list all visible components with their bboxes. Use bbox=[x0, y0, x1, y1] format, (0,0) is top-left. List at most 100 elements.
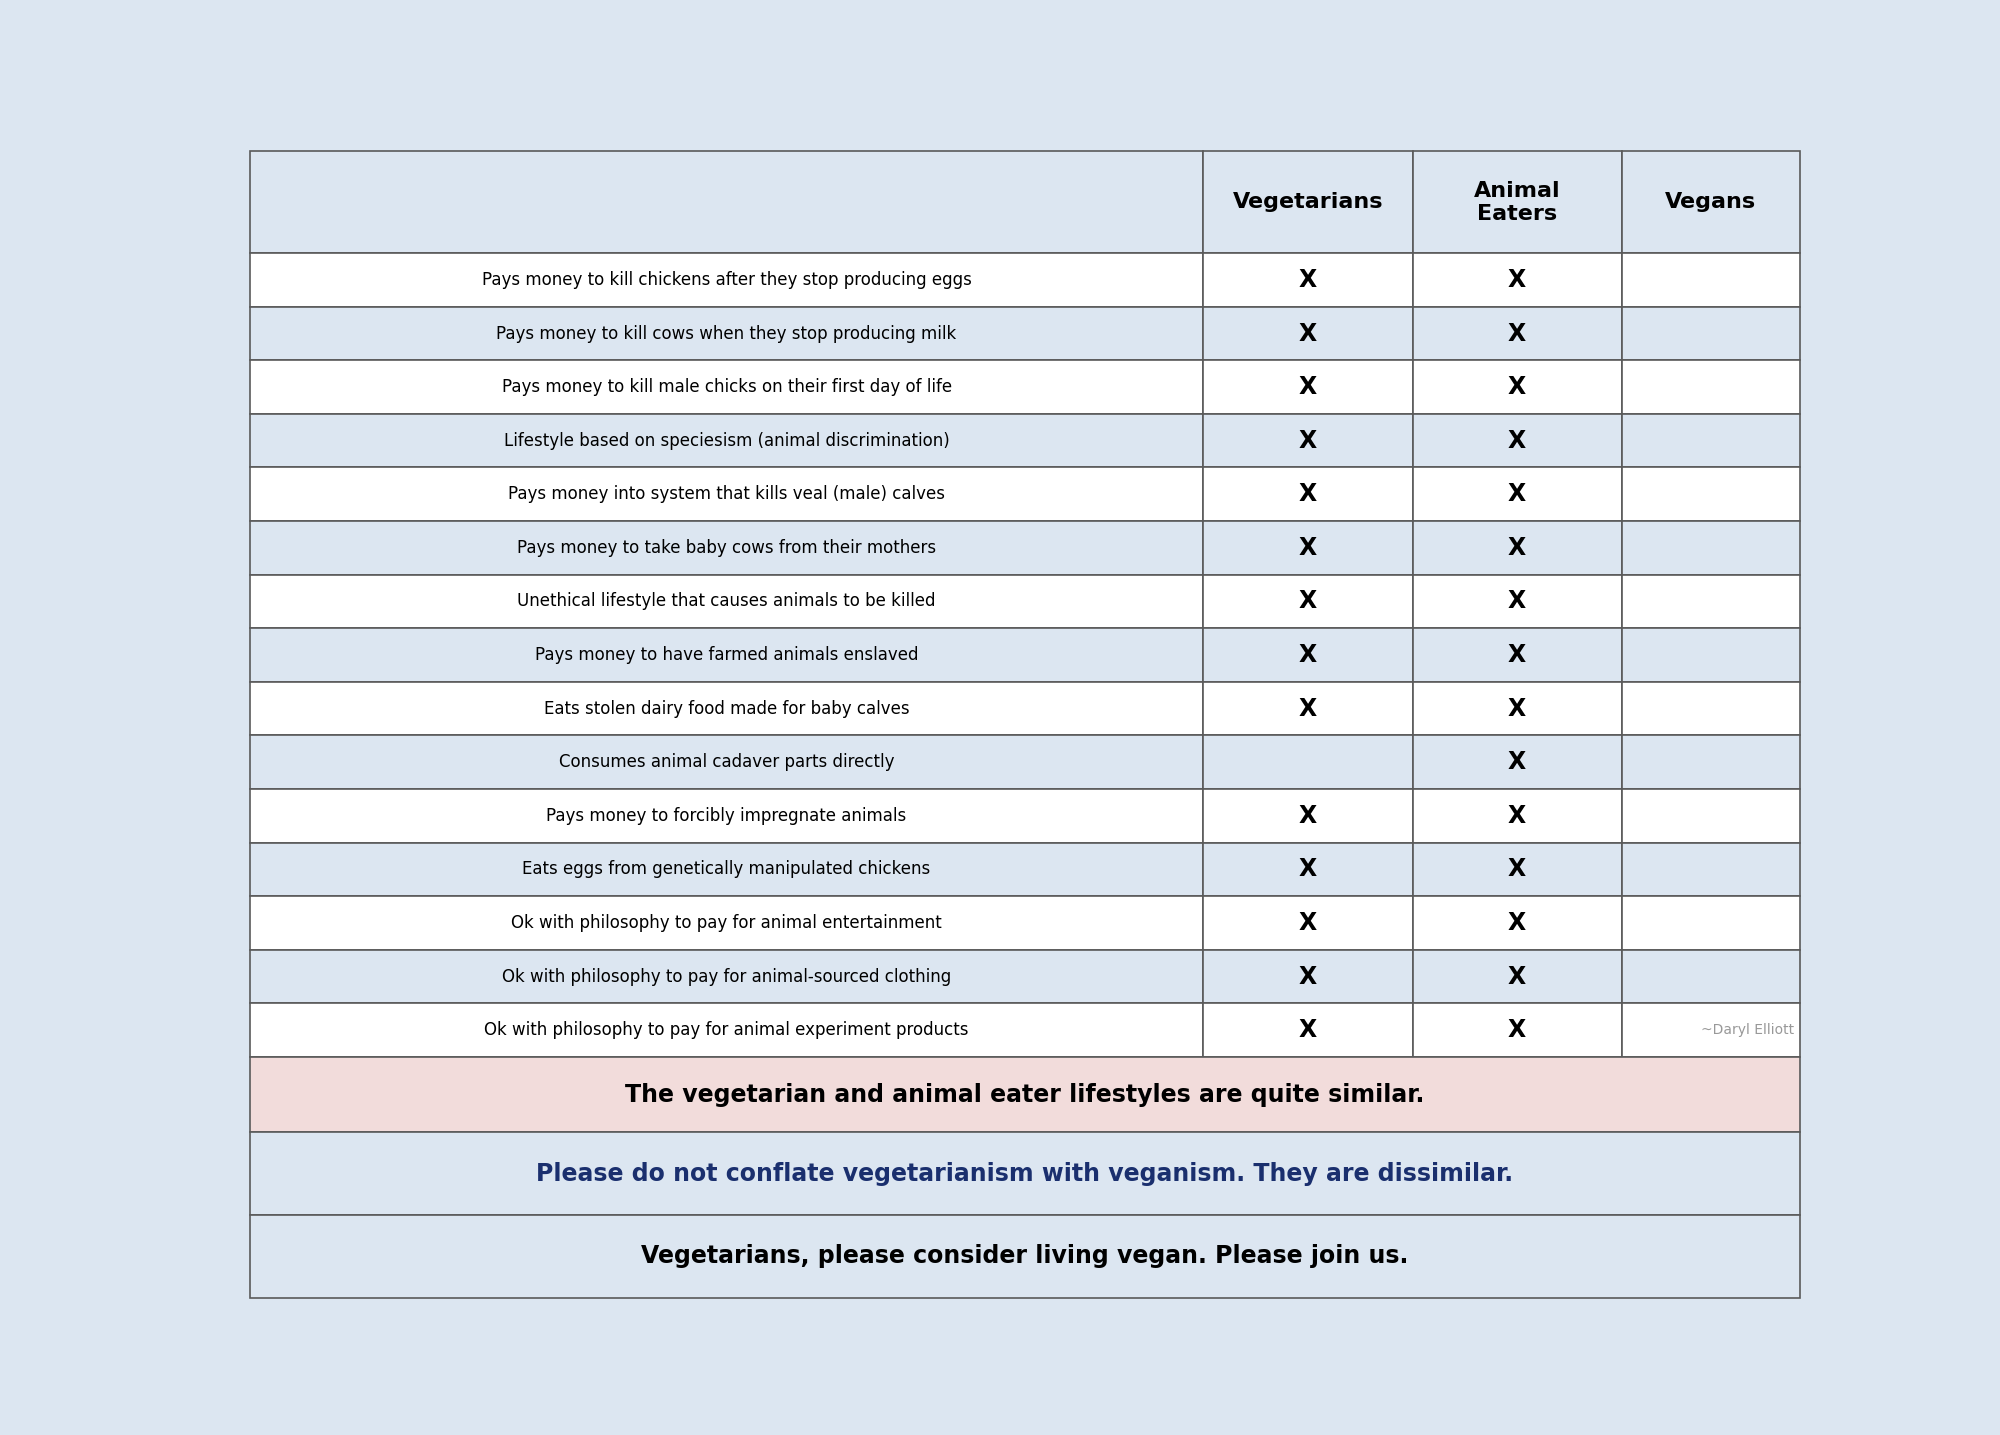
Text: Pays money to kill male chicks on their first day of life: Pays money to kill male chicks on their … bbox=[502, 377, 952, 396]
Text: Eats stolen dairy food made for baby calves: Eats stolen dairy food made for baby cal… bbox=[544, 700, 910, 718]
FancyBboxPatch shape bbox=[1204, 897, 1412, 950]
FancyBboxPatch shape bbox=[1412, 574, 1622, 629]
FancyBboxPatch shape bbox=[1412, 629, 1622, 682]
FancyBboxPatch shape bbox=[1412, 950, 1622, 1003]
FancyBboxPatch shape bbox=[1412, 682, 1622, 736]
Text: X: X bbox=[1298, 482, 1316, 507]
FancyBboxPatch shape bbox=[1412, 253, 1622, 307]
FancyBboxPatch shape bbox=[1622, 736, 1800, 789]
FancyBboxPatch shape bbox=[1412, 521, 1622, 574]
FancyBboxPatch shape bbox=[250, 152, 1204, 253]
FancyBboxPatch shape bbox=[1622, 629, 1800, 682]
Text: Pays money to have farmed animals enslaved: Pays money to have farmed animals enslav… bbox=[534, 646, 918, 664]
Text: X: X bbox=[1298, 268, 1316, 291]
Text: X: X bbox=[1508, 696, 1526, 720]
FancyBboxPatch shape bbox=[1204, 413, 1412, 468]
FancyBboxPatch shape bbox=[1622, 253, 1800, 307]
Text: Lifestyle based on speciesism (animal discrimination): Lifestyle based on speciesism (animal di… bbox=[504, 432, 950, 449]
Text: Unethical lifestyle that causes animals to be killed: Unethical lifestyle that causes animals … bbox=[518, 593, 936, 610]
FancyBboxPatch shape bbox=[1622, 682, 1800, 736]
Text: Vegetarians: Vegetarians bbox=[1232, 192, 1384, 212]
Text: X: X bbox=[1298, 321, 1316, 346]
FancyBboxPatch shape bbox=[250, 307, 1204, 360]
FancyBboxPatch shape bbox=[1412, 413, 1622, 468]
Text: Ok with philosophy to pay for animal entertainment: Ok with philosophy to pay for animal ent… bbox=[512, 914, 942, 931]
Text: X: X bbox=[1508, 643, 1526, 667]
Text: X: X bbox=[1298, 429, 1316, 452]
FancyBboxPatch shape bbox=[1622, 842, 1800, 897]
FancyBboxPatch shape bbox=[1622, 789, 1800, 842]
Text: X: X bbox=[1298, 858, 1316, 881]
FancyBboxPatch shape bbox=[1412, 897, 1622, 950]
FancyBboxPatch shape bbox=[1622, 152, 1800, 253]
FancyBboxPatch shape bbox=[1622, 574, 1800, 629]
Text: X: X bbox=[1508, 321, 1526, 346]
FancyBboxPatch shape bbox=[250, 1003, 1204, 1058]
Text: X: X bbox=[1508, 1019, 1526, 1042]
FancyBboxPatch shape bbox=[250, 360, 1204, 413]
Text: X: X bbox=[1298, 375, 1316, 399]
FancyBboxPatch shape bbox=[1204, 574, 1412, 629]
FancyBboxPatch shape bbox=[1204, 360, 1412, 413]
FancyBboxPatch shape bbox=[250, 253, 1204, 307]
FancyBboxPatch shape bbox=[1204, 521, 1412, 574]
FancyBboxPatch shape bbox=[1622, 1003, 1800, 1058]
Text: Pays money to kill cows when they stop producing milk: Pays money to kill cows when they stop p… bbox=[496, 324, 956, 343]
FancyBboxPatch shape bbox=[1412, 468, 1622, 521]
FancyBboxPatch shape bbox=[250, 1058, 1800, 1132]
FancyBboxPatch shape bbox=[1412, 152, 1622, 253]
FancyBboxPatch shape bbox=[250, 897, 1204, 950]
Text: Eats eggs from genetically manipulated chickens: Eats eggs from genetically manipulated c… bbox=[522, 861, 930, 878]
FancyBboxPatch shape bbox=[1204, 682, 1412, 736]
Text: Ok with philosophy to pay for animal experiment products: Ok with philosophy to pay for animal exp… bbox=[484, 1022, 968, 1039]
Text: Ok with philosophy to pay for animal-sourced clothing: Ok with philosophy to pay for animal-sou… bbox=[502, 967, 952, 986]
Text: X: X bbox=[1508, 911, 1526, 936]
FancyBboxPatch shape bbox=[1204, 1003, 1412, 1058]
FancyBboxPatch shape bbox=[1412, 360, 1622, 413]
Text: Pays money to kill chickens after they stop producing eggs: Pays money to kill chickens after they s… bbox=[482, 271, 972, 288]
FancyBboxPatch shape bbox=[1204, 629, 1412, 682]
Text: X: X bbox=[1508, 590, 1526, 614]
Text: Vegans: Vegans bbox=[1666, 192, 1756, 212]
Text: X: X bbox=[1508, 268, 1526, 291]
Text: X: X bbox=[1298, 590, 1316, 614]
Text: X: X bbox=[1298, 696, 1316, 720]
FancyBboxPatch shape bbox=[1622, 413, 1800, 468]
FancyBboxPatch shape bbox=[1622, 468, 1800, 521]
FancyBboxPatch shape bbox=[1622, 360, 1800, 413]
FancyBboxPatch shape bbox=[1204, 152, 1412, 253]
Text: Consumes animal cadaver parts directly: Consumes animal cadaver parts directly bbox=[558, 753, 894, 771]
Text: X: X bbox=[1508, 964, 1526, 989]
Text: X: X bbox=[1508, 375, 1526, 399]
Text: X: X bbox=[1508, 751, 1526, 775]
FancyBboxPatch shape bbox=[1204, 253, 1412, 307]
FancyBboxPatch shape bbox=[1622, 307, 1800, 360]
FancyBboxPatch shape bbox=[250, 789, 1204, 842]
FancyBboxPatch shape bbox=[250, 521, 1204, 574]
Text: Pays money into system that kills veal (male) calves: Pays money into system that kills veal (… bbox=[508, 485, 946, 504]
FancyBboxPatch shape bbox=[250, 413, 1204, 468]
FancyBboxPatch shape bbox=[250, 574, 1204, 629]
FancyBboxPatch shape bbox=[1204, 307, 1412, 360]
FancyBboxPatch shape bbox=[1204, 736, 1412, 789]
FancyBboxPatch shape bbox=[250, 629, 1204, 682]
Text: X: X bbox=[1298, 535, 1316, 560]
FancyBboxPatch shape bbox=[1412, 789, 1622, 842]
Text: X: X bbox=[1298, 911, 1316, 936]
Text: Animal
Eaters: Animal Eaters bbox=[1474, 181, 1560, 224]
FancyBboxPatch shape bbox=[1204, 789, 1412, 842]
Text: X: X bbox=[1298, 964, 1316, 989]
Text: X: X bbox=[1298, 804, 1316, 828]
FancyBboxPatch shape bbox=[1412, 736, 1622, 789]
FancyBboxPatch shape bbox=[250, 736, 1204, 789]
Text: ~Daryl Elliott: ~Daryl Elliott bbox=[1700, 1023, 1794, 1038]
Text: X: X bbox=[1508, 429, 1526, 452]
FancyBboxPatch shape bbox=[1622, 897, 1800, 950]
Text: Vegetarians, please consider living vegan. Please join us.: Vegetarians, please consider living vega… bbox=[642, 1244, 1408, 1269]
FancyBboxPatch shape bbox=[1412, 842, 1622, 897]
FancyBboxPatch shape bbox=[250, 950, 1204, 1003]
Text: Pays money to take baby cows from their mothers: Pays money to take baby cows from their … bbox=[518, 540, 936, 557]
Text: The vegetarian and animal eater lifestyles are quite similar.: The vegetarian and animal eater lifestyl… bbox=[626, 1082, 1424, 1106]
FancyBboxPatch shape bbox=[250, 842, 1204, 897]
Text: Pays money to forcibly impregnate animals: Pays money to forcibly impregnate animal… bbox=[546, 806, 906, 825]
